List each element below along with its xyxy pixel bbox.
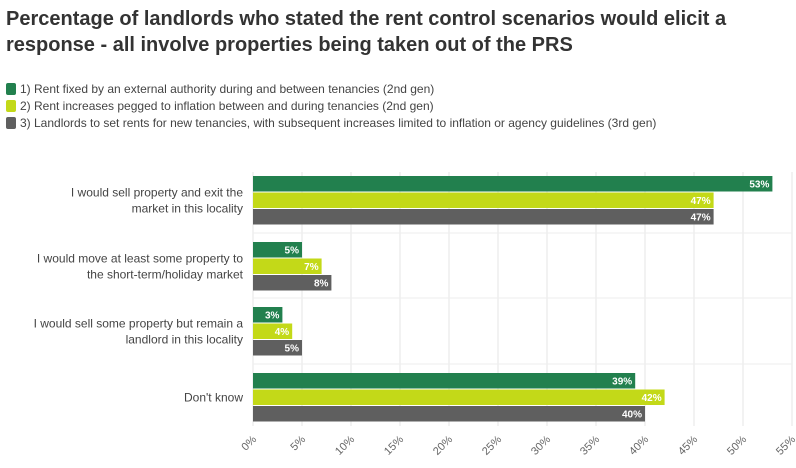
category-label: the short-term/holiday market — [87, 267, 244, 281]
legend: 1) Rent fixed by an external authority d… — [6, 80, 656, 131]
x-tick-label: 5% — [288, 433, 308, 453]
bar — [253, 258, 322, 274]
data-label: 47% — [691, 212, 711, 223]
data-label: 3% — [265, 310, 280, 321]
x-tick-label: 50% — [725, 433, 749, 457]
data-label: 47% — [691, 196, 711, 207]
category-label: I would move at least some property to — [37, 251, 243, 265]
x-tick-label: 55% — [774, 433, 796, 457]
bar — [253, 406, 645, 422]
bar — [253, 373, 636, 389]
category-label: Don't know — [184, 390, 243, 404]
legend-swatch-series-3 — [6, 116, 16, 129]
data-label: 5% — [285, 343, 300, 354]
category-label: landlord in this locality — [126, 332, 243, 346]
data-label: 39% — [612, 376, 632, 387]
x-tick-label: 25% — [480, 433, 504, 457]
category-label: I would sell property and exit the — [71, 185, 243, 199]
data-label: 40% — [622, 409, 642, 420]
legend-label-series-3: 3) Landlords to set rents for new tenanc… — [20, 115, 657, 130]
x-tick-label: 35% — [578, 433, 602, 457]
legend-swatch-series-2 — [6, 99, 16, 112]
x-tick-label: 40% — [627, 433, 651, 457]
x-tick-label: 45% — [676, 433, 700, 457]
legend-item-series-2: 2) Rent increases pegged to inflation be… — [6, 97, 656, 114]
data-label: 7% — [304, 262, 319, 273]
bar — [253, 389, 665, 405]
category-label: market in this locality — [132, 201, 243, 215]
legend-swatch-series-1 — [6, 82, 16, 95]
bar — [253, 192, 714, 208]
x-tick-label: 15% — [382, 433, 406, 457]
legend-item-series-1: 1) Rent fixed by an external authority d… — [6, 80, 656, 97]
bar — [253, 323, 293, 339]
data-label: 5% — [285, 245, 300, 256]
data-label: 8% — [314, 278, 329, 289]
legend-label-series-1: 1) Rent fixed by an external authority d… — [20, 81, 435, 96]
bar — [253, 275, 332, 291]
bar — [253, 176, 773, 192]
legend-label-series-2: 2) Rent increases pegged to inflation be… — [20, 98, 434, 113]
data-label: 42% — [642, 393, 662, 404]
x-tick-label: 30% — [529, 433, 553, 457]
x-tick-label: 20% — [431, 433, 455, 457]
bar — [253, 209, 714, 225]
bar — [253, 307, 283, 323]
data-label: 53% — [749, 179, 769, 190]
legend-item-series-3: 3) Landlords to set rents for new tenanc… — [6, 114, 656, 131]
x-tick-label: 10% — [333, 433, 357, 457]
category-label: I would sell some property but remain a — [34, 316, 244, 330]
x-tick-label: 0% — [239, 433, 259, 453]
bar — [253, 340, 302, 356]
data-label: 4% — [275, 327, 290, 338]
chart-title: Percentage of landlords who stated the r… — [6, 8, 727, 56]
bar — [253, 242, 302, 258]
